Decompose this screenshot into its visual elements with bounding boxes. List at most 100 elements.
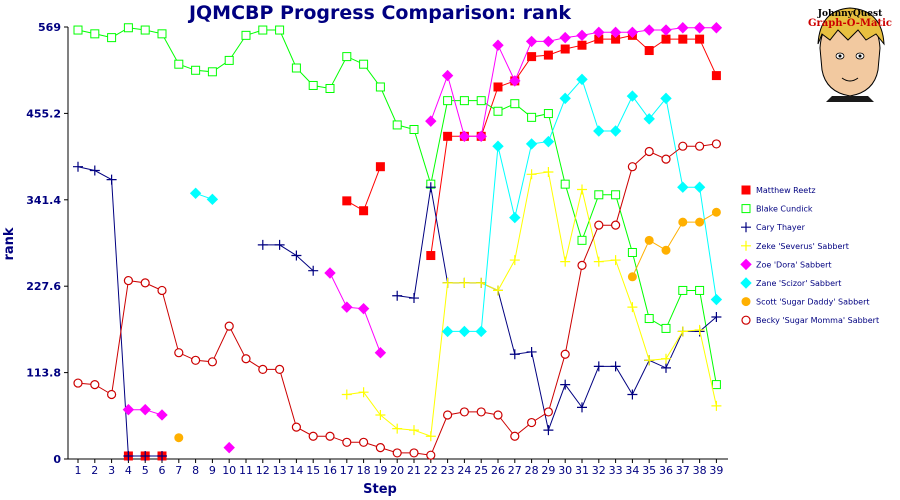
- data-point: [324, 267, 336, 279]
- data-point: [89, 165, 100, 176]
- data-point: [443, 410, 453, 420]
- data-point: [476, 407, 486, 417]
- data-point: [223, 441, 235, 454]
- data-point: [123, 450, 134, 461]
- data-point: [677, 326, 688, 337]
- data-point: [611, 190, 621, 200]
- x-tick-label: 35: [642, 464, 656, 477]
- data-point: [358, 387, 369, 398]
- y-axis-title: rank: [2, 227, 17, 260]
- data-point: [644, 46, 654, 56]
- x-tick-label: 6: [159, 464, 166, 477]
- x-tick-label: 12: [256, 464, 270, 477]
- legend-entry: Zoe 'Dora' Sabbert: [740, 258, 832, 271]
- data-point: [392, 423, 403, 434]
- data-point: [107, 33, 117, 43]
- series-3: [341, 167, 722, 442]
- data-point: [594, 190, 604, 200]
- data-point: [357, 302, 370, 315]
- data-point: [610, 361, 621, 372]
- data-point: [593, 125, 605, 137]
- data-point: [660, 24, 672, 36]
- data-point: [291, 250, 302, 261]
- data-point: [392, 290, 403, 301]
- data-point: [610, 220, 621, 230]
- x-tick-label: 1: [75, 464, 82, 477]
- x-tick-label: 9: [209, 464, 216, 477]
- data-point: [695, 34, 705, 44]
- data-point: [342, 52, 352, 62]
- x-axis-title: Step: [363, 482, 397, 497]
- x-tick-label: 7: [175, 464, 182, 477]
- data-point: [157, 450, 167, 461]
- data-point: [527, 52, 537, 62]
- data-point: [224, 55, 234, 65]
- series-1: [73, 23, 721, 390]
- data-point: [677, 181, 689, 193]
- data-point: [156, 409, 168, 421]
- data-point: [140, 25, 150, 35]
- data-point: [475, 130, 487, 143]
- data-point: [526, 346, 537, 357]
- data-point: [594, 220, 604, 230]
- chart-title: JQMCBP Progress Comparison: rank: [187, 2, 571, 24]
- data-point: [375, 82, 385, 92]
- legend-label: Zeke 'Severus' Sabbert: [756, 242, 849, 251]
- data-point: [661, 154, 671, 164]
- legend-entry: Zane 'Scizor' Sabbert: [740, 277, 841, 289]
- data-point: [577, 260, 587, 270]
- x-tick-label: 18: [357, 464, 371, 477]
- data-point: [291, 63, 301, 73]
- data-point: [644, 314, 654, 324]
- data-point: [525, 138, 538, 150]
- series-7: [73, 139, 722, 460]
- data-point: [693, 181, 706, 193]
- data-point: [711, 139, 722, 149]
- data-point: [359, 206, 369, 216]
- data-point: [258, 364, 268, 375]
- data-point: [577, 184, 587, 195]
- data-point: [526, 417, 537, 428]
- data-point: [90, 379, 100, 390]
- data-point: [643, 113, 655, 125]
- data-point: [174, 433, 184, 443]
- data-point: [661, 245, 671, 255]
- x-tick-label: 36: [659, 464, 673, 477]
- data-point: [157, 29, 167, 39]
- data-point: [695, 217, 705, 227]
- legend-marker: [741, 315, 751, 325]
- series-6: [174, 207, 721, 443]
- legend-label: Zane 'Scizor' Sabbert: [756, 279, 841, 288]
- data-point: [644, 146, 654, 157]
- x-tick-label: 23: [441, 464, 455, 477]
- data-point: [661, 34, 671, 44]
- data-point: [207, 67, 217, 77]
- legend-entry: Blake Cundick: [741, 204, 813, 214]
- data-point: [510, 99, 520, 109]
- data-point: [359, 59, 369, 69]
- data-point: [425, 115, 437, 127]
- data-point: [493, 106, 503, 116]
- data-point: [711, 400, 722, 411]
- data-point: [459, 96, 469, 106]
- x-tick-label: 3: [108, 464, 115, 477]
- data-point: [560, 379, 571, 390]
- x-tick-label: 26: [491, 464, 505, 477]
- data-point: [258, 25, 268, 35]
- x-tick-label: 2: [91, 464, 98, 477]
- data-point: [359, 437, 369, 447]
- series-5: [189, 73, 723, 338]
- data-point: [257, 239, 268, 250]
- data-point: [644, 235, 654, 245]
- data-point: [527, 112, 537, 122]
- data-point: [492, 140, 504, 152]
- data-point: [526, 169, 537, 180]
- data-point: [627, 389, 638, 400]
- data-point: [123, 275, 133, 286]
- logo-line-2: Graph-O-Matic: [808, 18, 892, 29]
- data-point: [207, 357, 217, 367]
- x-tick-label: 19: [373, 464, 387, 477]
- data-point: [375, 443, 385, 453]
- data-point: [509, 211, 521, 224]
